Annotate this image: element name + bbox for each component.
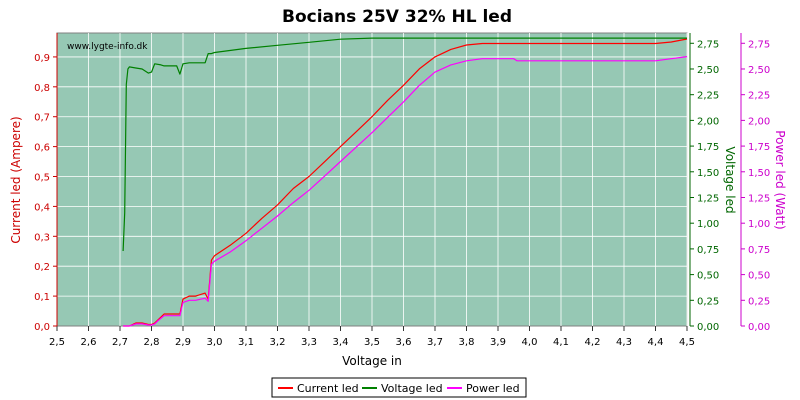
y-right-voltage-tick-label: 0,00: [697, 322, 719, 333]
x-tick-label: 4,5: [679, 337, 695, 348]
legend: Current led Voltage led Power led: [271, 377, 527, 398]
y-right-power-tick-label: 1,75: [748, 142, 770, 153]
x-tick-label: 4,1: [553, 337, 569, 348]
y-right-voltage-tick-label: 1,00: [697, 219, 719, 230]
y-left-tick-label: 0,5: [34, 173, 50, 184]
x-tick-label: 2,6: [81, 337, 97, 348]
legend-label-current: Current led: [297, 382, 359, 395]
y-left-tick-label: 0,4: [34, 202, 50, 213]
y-right-voltage-tick-label: 2,00: [697, 116, 719, 127]
x-tick-label: 3,4: [333, 337, 349, 348]
watermark: www.lygte-info.dk: [67, 42, 148, 52]
y-axis-left-title: Current led (Ampere): [9, 116, 23, 243]
x-tick-label: 2,7: [112, 337, 128, 348]
y-right-power-tick-label: 0,00: [748, 322, 770, 333]
y-left-tick-label: 0,9: [34, 53, 50, 64]
x-tick-label: 3,1: [238, 337, 254, 348]
y-right-voltage-tick-label: 0,25: [697, 296, 719, 307]
x-tick-label: 4,0: [522, 337, 538, 348]
x-axis-title: Voltage in: [342, 354, 402, 368]
y-right-power-tick-label: 2,50: [748, 65, 770, 76]
y-right-power-tick-label: 1,50: [748, 168, 770, 179]
y-right-power-tick-label: 2,75: [748, 39, 770, 50]
y-right-power-tick-label: 1,00: [748, 219, 770, 230]
x-tick-label: 3,8: [459, 337, 475, 348]
y-right-power-tick-label: 0,25: [748, 296, 770, 307]
legend-label-voltage: Voltage led: [381, 382, 443, 395]
y-left-tick-label: 0,6: [34, 143, 50, 154]
y-right-power-tick-label: 1,25: [748, 193, 770, 204]
x-tick-label: 3,0: [207, 337, 223, 348]
y-left-tick-label: 0,7: [34, 113, 50, 124]
y-axis-right-power: 0,00 0,25 0,50 0,75 1,00 1,25 1,50 1,75 2,00 2,25…: [740, 33, 770, 333]
x-tick-label: 3,5: [364, 337, 380, 348]
chart-title: Bocians 25V 32% HL led: [282, 7, 512, 27]
y-axis-right-power-title: Power led (Watt): [773, 130, 787, 229]
y-right-power-tick-label: 2,25: [748, 91, 770, 102]
y-right-voltage-tick-label: 2,50: [697, 65, 719, 76]
y-right-voltage-tick-label: 1,25: [697, 193, 719, 204]
series-voltage-led: [122, 37, 687, 252]
y-right-voltage-tick-label: 0,75: [697, 245, 719, 256]
y-left-tick-label: 0,8: [34, 83, 50, 94]
y-axis-left: 0,0 0,1 0,2 0,3 0,4 0,5 0,6 0,7 0,8 0,9: [34, 33, 58, 333]
y-right-power-tick-label: 2,00: [748, 116, 770, 127]
legend-box: [271, 377, 527, 398]
x-axis: 2,5 2,6 2,7 2,8 2,9 3,0 3,1 3,2 3,3 3,4 3,5 3,6 3,7 3…: [49, 326, 695, 348]
y-right-voltage-tick-label: 2,75: [697, 39, 719, 50]
series-current-led: [123, 38, 688, 327]
series-layer: [122, 37, 688, 327]
y-right-power-tick-label: 0,75: [748, 245, 770, 256]
x-tick-label: 3,9: [490, 337, 506, 348]
series-power-led: [123, 56, 688, 327]
y-right-voltage-tick-label: 1,50: [697, 168, 719, 179]
x-tick-label: 2,9: [175, 337, 191, 348]
x-tick-label: 4,3: [616, 337, 632, 348]
y-right-voltage-tick-label: 0,50: [697, 271, 719, 282]
x-tick-label: 3,3: [301, 337, 317, 348]
x-tick-label: 2,5: [49, 337, 65, 348]
y-left-tick-label: 0,1: [34, 292, 50, 303]
y-axis-right-voltage-title: Voltage led: [723, 146, 737, 213]
y-right-power-tick-label: 0,50: [748, 271, 770, 282]
y-left-tick-label: 0,2: [34, 262, 50, 273]
y-axis-right-voltage: 0,00 0,25 0,50 0,75 1,00 1,25 1,50 1,75 2,00 2,25…: [689, 33, 719, 333]
x-tick-label: 4,2: [585, 337, 601, 348]
x-tick-label: 4,4: [648, 337, 664, 348]
grid: [56, 33, 688, 326]
y-left-tick-label: 0,3: [34, 232, 50, 243]
y-left-tick-label: 0,0: [34, 322, 50, 333]
x-tick-label: 2,8: [144, 337, 160, 348]
x-tick-label: 3,2: [270, 337, 286, 348]
x-tick-label: 3,6: [396, 337, 412, 348]
legend-label-power: Power led: [466, 382, 520, 395]
y-right-voltage-tick-label: 2,25: [697, 91, 719, 102]
x-tick-label: 3,7: [427, 337, 443, 348]
y-right-voltage-tick-label: 1,75: [697, 142, 719, 153]
